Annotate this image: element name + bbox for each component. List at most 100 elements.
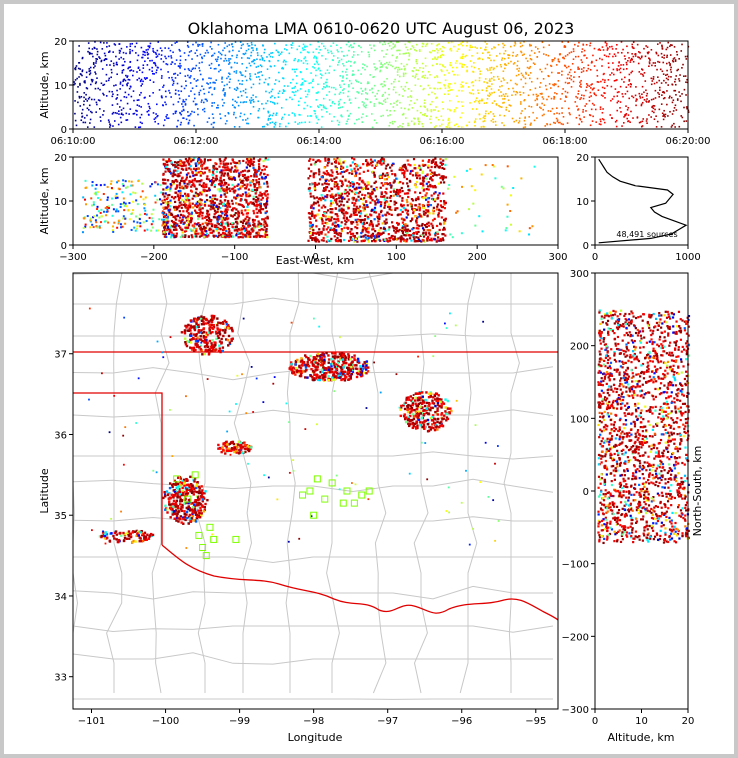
altitude-time-point [539, 68, 541, 71]
altitude-time-point [111, 113, 114, 115]
altitude-time-point [293, 68, 296, 71]
altitude-time-point [674, 126, 676, 128]
altitude-eastwest-point [355, 198, 358, 201]
altitude-time-point [165, 57, 167, 60]
altitude-time-point [308, 51, 310, 54]
altitude-time-point [544, 67, 547, 70]
altitude-eastwest-point [261, 208, 265, 211]
altitude-time-point [239, 71, 241, 73]
altitude-time-point [194, 67, 197, 70]
altitude-time-point [437, 81, 439, 84]
altitude-eastwest-point [418, 203, 421, 206]
altitude-time-point [115, 61, 118, 64]
altitude-eastwest-point [427, 224, 431, 227]
altitude-eastwest-point [235, 225, 238, 228]
altitude-eastwest-point [320, 176, 323, 179]
altitude-time-point [172, 113, 175, 115]
altitude-eastwest-point [419, 234, 422, 238]
altitude-time-point [273, 65, 276, 67]
altitude-time-point [156, 115, 158, 118]
altitude-time-point [139, 126, 142, 128]
altitude-time-point [519, 91, 521, 94]
altitude-time-point [382, 100, 385, 102]
altitude-eastwest-point [185, 199, 188, 202]
altitude-time-point [430, 43, 433, 45]
altitude-time-point [490, 59, 492, 62]
altitude-eastwest-point [250, 174, 253, 178]
altitude-eastwest-point [425, 177, 428, 180]
altitude-time-point [605, 44, 608, 47]
altitude-time-point [586, 57, 588, 59]
altitude-eastwest-point [231, 187, 234, 190]
altitude-eastwest-point [194, 204, 197, 207]
altitude-eastwest-point [214, 197, 217, 201]
altitude-time-point [508, 54, 511, 57]
altitude-time-point [616, 95, 619, 97]
altitude-time-point [407, 122, 409, 125]
altitude-time-point [249, 78, 252, 81]
altitude-time-point [468, 91, 471, 94]
altitude-time-point [272, 112, 275, 115]
altitude-time-point [255, 76, 258, 78]
altitude-eastwest-point [176, 193, 179, 196]
altitude-time-point [675, 51, 678, 53]
altitude-eastwest-point [223, 226, 227, 229]
altitude-time-point [120, 47, 123, 50]
altitude-eastwest-point [311, 233, 314, 236]
altitude-time-point [551, 71, 553, 74]
altitude-time-point [502, 77, 505, 80]
altitude-time-point [293, 59, 295, 62]
altitude-time-point [265, 102, 267, 105]
altitude-eastwest-point [218, 183, 222, 186]
altitude-eastwest-point [330, 178, 333, 181]
altitude-time-point [196, 79, 199, 81]
altitude-time-point [152, 112, 155, 114]
altitude-time-panel: 06:10:00 06:12:00 06:14:00 06:16:00 06:18:00… [38, 37, 710, 147]
altitude-time-point [503, 79, 505, 81]
altitude-time-point [415, 60, 418, 63]
altitude-time-point [479, 118, 481, 120]
altitude-time-point [491, 48, 493, 50]
altitude-time-point [536, 77, 539, 80]
altitude-time-point [579, 118, 582, 121]
altitude-eastwest-point [336, 215, 339, 218]
altitude-time-point [191, 110, 193, 113]
altitude-eastwest-point [389, 205, 392, 209]
altitude-time-point [361, 121, 364, 123]
altitude-time-point [94, 73, 97, 75]
altitude-time-point [645, 120, 648, 122]
altitude-eastwest-point [210, 225, 214, 228]
altitude-eastwest-point [350, 213, 353, 216]
altitude-time-point [515, 91, 518, 93]
altitude-time-point [541, 114, 544, 117]
altitude-time-point [524, 77, 527, 80]
altitude-time-point [671, 113, 674, 115]
altitude-time-point [402, 122, 404, 125]
altitude-eastwest-point [347, 198, 350, 201]
altitude-time-point [195, 49, 198, 52]
altitude-eastwest-point [368, 222, 372, 225]
altitude-eastwest-point [256, 199, 259, 202]
altitude-time-point [482, 116, 485, 119]
altitude-eastwest-point [168, 228, 171, 231]
altitude-eastwest-point [366, 217, 370, 220]
altitude-time-point [672, 99, 675, 101]
altitude-eastwest-point [342, 208, 345, 211]
altitude-time-point [684, 75, 687, 77]
altitude-eastwest-point [202, 226, 206, 230]
altitude-time-point [85, 98, 87, 100]
altitude-time-point [657, 91, 659, 94]
altitude-time-point [546, 123, 549, 126]
altitude-time-point [82, 121, 85, 124]
altitude-eastwest-point [362, 163, 365, 166]
altitude-eastwest-point [167, 200, 170, 204]
altitude-time-point [593, 87, 595, 90]
altitude-time-point [149, 79, 152, 81]
altitude-eastwest-point [314, 239, 317, 243]
altitude-time-point [466, 44, 468, 47]
altitude-time-point [665, 48, 668, 51]
altitude-time-point [561, 70, 563, 73]
altitude-eastwest-point [229, 177, 232, 180]
altitude-time-point [206, 100, 208, 102]
altitude-time-point [486, 51, 489, 54]
